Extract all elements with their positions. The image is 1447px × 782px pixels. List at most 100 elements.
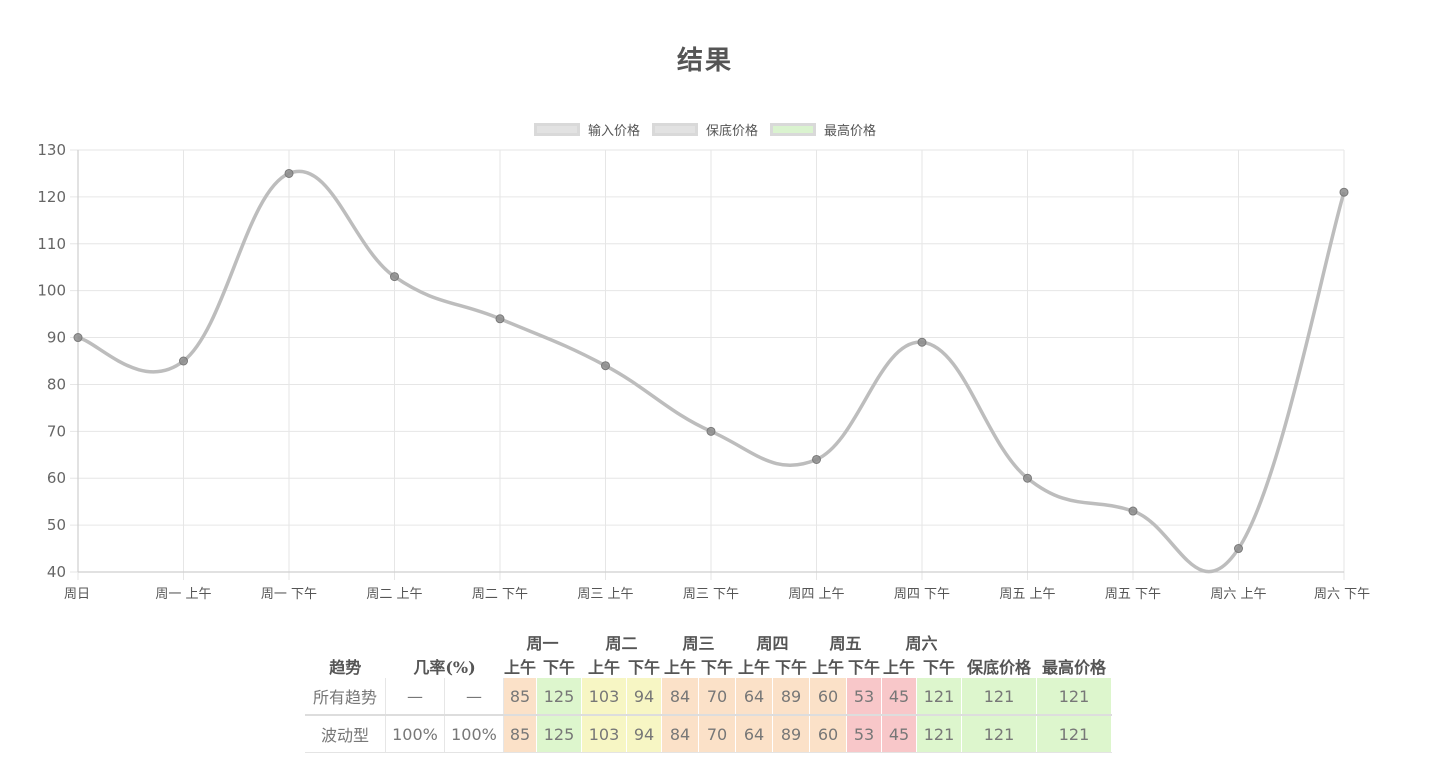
data-point [601,361,610,371]
guaranteed-min-cell: 121 [961,678,1037,716]
header-day: 周五 [829,634,862,653]
header-pm: 下午 [922,658,955,677]
x-tick-label: 周六 下午 [1314,587,1370,602]
max-cell: 121 [1036,715,1112,753]
data-point [1128,506,1138,516]
header-pm: 下午 [700,658,733,677]
header-am: 上午 [503,658,536,677]
header-am: 上午 [587,658,620,677]
x-tick-label: 周三 上午 [577,587,633,602]
price-cell: 89 [772,678,810,716]
data-point [284,168,294,178]
price-cell: 125 [536,715,582,753]
x-tick-label: 周五 上午 [999,587,1055,602]
pattern-cell: 波动型 [305,715,386,753]
y-tick-label: 80 [47,375,66,393]
y-tick-label: 60 [47,469,66,487]
y-tick-label: 90 [47,329,66,347]
price-line-chart: 130 120 110 100 90 80 70 60 50 40 周日 周一 上午 周一 下午 周二 上… [37,141,1370,602]
header-pm: 下午 [627,658,660,677]
header-am: 上午 [811,658,844,677]
table-row: 所有趋势 — —85 125 103 94 84 70 64 89 60 53 45 121 121 121 [305,678,1112,716]
header-spacer [962,630,1037,654]
header-probability: 几率(%) [413,658,476,677]
header-am: 上午 [882,658,915,677]
page-title: 结果 [676,46,733,76]
header-day: 周三 [682,634,715,653]
guaranteed-min-cell: 121 [961,715,1037,753]
price-cell: 60 [809,715,847,753]
header-max: 最高价格 [1041,658,1106,677]
table-row: 波动型 100% 100% 85 125 103 94 84 70 64 89 60 53 45 121 12… [305,715,1112,753]
header-am: 上午 [663,658,696,677]
probability-cell: — [385,678,445,716]
data-point [1339,187,1349,197]
data-point [917,337,927,347]
legend-label: 保底价格 [705,124,758,139]
x-tick-label: 周五 下午 [1105,587,1161,602]
legend-item-input-price[interactable]: 输入价格 [533,120,640,139]
header-guaranteed-min: 保底价格 [966,658,1031,677]
price-cell: 89 [772,715,810,753]
results-table: 周一 周二 周三 周四 周五 周六 趋势 几率(%) 上午 下午 上午 下午 上午 下午上… [305,630,1112,753]
price-cell: 125 [536,678,582,716]
x-tick-label: 周日 [64,587,90,602]
x-tick-label: 周二 下午 [472,587,528,602]
data-point [179,356,188,366]
y-tick-label: 130 [37,141,66,159]
price-cell: 64 [735,678,773,716]
header-pattern: 趋势 [329,658,362,677]
price-cell: 85 [503,678,537,716]
price-cell: 53 [846,678,882,716]
y-tick-label: 120 [37,188,66,206]
price-cell: 53 [846,715,882,753]
price-cell: 121 [916,678,962,716]
legend-label: 最高价格 [824,124,877,139]
price-cell: 45 [881,678,917,716]
price-cell: 94 [626,715,662,753]
probability-cell: — [444,678,504,716]
header-pm: 下午 [774,658,807,677]
data-point [706,426,716,436]
header-pm: 下午 [847,658,880,677]
price-cell: 103 [581,715,627,753]
legend-swatch [533,123,580,136]
data-point [1023,473,1032,483]
data-point [812,454,821,464]
x-tick-label: 周三 下午 [683,587,739,602]
x-tick-label: 周六 上午 [1210,587,1266,602]
header-am: 上午 [737,658,770,677]
y-tick-label: 100 [37,282,66,300]
header-spacer [386,630,504,654]
x-tick-label: 周四 上午 [788,587,844,602]
price-cell: 84 [661,715,699,753]
pattern-cell: 所有趋势 [305,678,386,716]
header-day: 周六 [905,634,938,653]
price-cell: 64 [735,715,773,753]
max-cell: 121 [1036,678,1112,716]
price-cell: 45 [881,715,917,753]
data-point [495,314,505,324]
price-cell: 60 [809,678,847,716]
legend-item-guaranteed-price[interactable]: 保底价格 [651,120,758,139]
legend-label: 输入价格 [587,124,640,139]
price-cell: 94 [626,678,662,716]
price-cell: 121 [916,715,962,753]
header-day: 周二 [605,634,638,653]
header-spacer [305,630,386,654]
y-tick-label: 40 [47,563,66,581]
price-cell: 70 [698,678,736,716]
data-point [73,333,83,343]
legend-swatch [770,123,816,136]
header-day: 周四 [756,634,789,653]
probability-cell: 100% [385,715,445,753]
probability-cell: 100% [444,715,504,753]
y-tick-label: 70 [47,422,66,440]
price-cell: 84 [661,678,699,716]
legend-item-max-price[interactable]: 最高价格 [770,120,876,139]
legend-swatch [651,123,698,136]
x-tick-label: 周四 下午 [894,587,950,602]
header-pm: 下午 [542,658,575,677]
header-day: 周一 [526,634,559,653]
chart-legend: 输入价格 保底价格 最高价格 [0,120,1410,139]
